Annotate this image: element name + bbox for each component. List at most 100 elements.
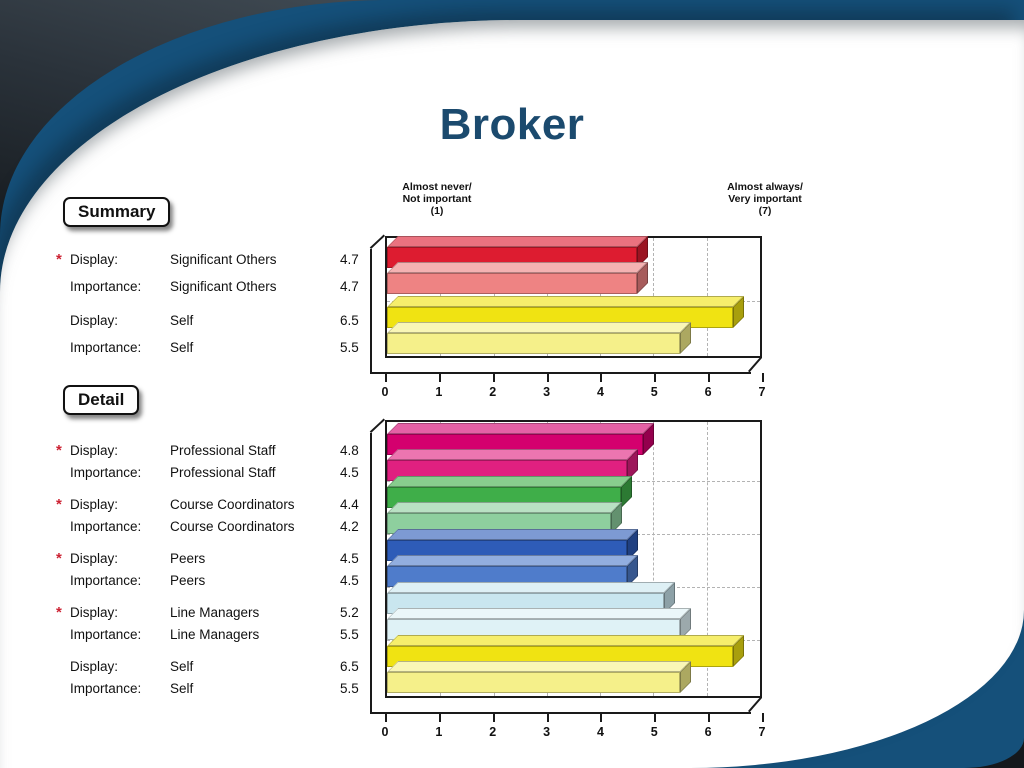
x-axis-tick — [654, 713, 657, 722]
row-rater-name: Course Coordinators — [170, 519, 295, 534]
axis-tick-label: 4 — [596, 725, 604, 739]
bar-top-face — [387, 296, 745, 307]
row-rater-name: Self — [170, 313, 194, 328]
gridline-vertical — [706, 422, 708, 696]
row-value: 4.4 — [340, 497, 359, 512]
summary-button[interactable]: Summary — [63, 197, 171, 227]
bar-top-face — [387, 236, 649, 247]
bar-top-face — [387, 322, 692, 333]
label-row: Importance: Self 5.5 — [56, 678, 382, 700]
axis-tick-label: 6 — [704, 725, 712, 739]
flag-asterisk — [56, 656, 70, 678]
bar-importance-self — [387, 322, 692, 354]
x-axis-tick — [546, 373, 549, 382]
axis-3d-wall — [370, 249, 372, 372]
label-group-line-managers: * Display: Line Managers 5.2 Importance: Line… — [56, 602, 382, 646]
flag-asterisk: * — [56, 496, 62, 513]
row-value: 4.5 — [340, 465, 359, 480]
x-axis-tick — [546, 713, 549, 722]
summary-plot-area — [385, 236, 762, 358]
x-axis-tick — [708, 373, 711, 382]
bar-top-face — [387, 502, 622, 513]
row-label: Importance: — [70, 340, 142, 355]
row-rater-name: Self — [170, 659, 194, 674]
axis-tick-label: 6 — [704, 385, 712, 399]
x-axis-line — [370, 372, 751, 374]
row-rater-name: Line Managers — [170, 605, 260, 620]
row-value: 6.5 — [340, 313, 359, 328]
x-axis-tick — [492, 713, 495, 722]
row-rater-name: Self — [170, 681, 194, 696]
row-label: Importance: — [70, 681, 142, 696]
row-value: 4.7 — [340, 252, 359, 267]
row-rater-name: Line Managers — [170, 627, 260, 642]
scale-header-line: Not important — [402, 193, 472, 205]
label-group-course-coordinators: * Display: Course Coordinators 4.4 Importanc… — [56, 494, 382, 538]
label-group-significant-others: * Display: Significant Others 4.7 Importance… — [56, 246, 382, 300]
axis-tick-label: 1 — [435, 385, 443, 399]
row-value: 5.5 — [340, 627, 359, 642]
bar-importance-peers — [387, 555, 638, 587]
row-rater-name: Professional Staff — [170, 443, 276, 458]
row-label: Importance: — [70, 519, 142, 534]
row-label: Importance: — [70, 279, 142, 294]
label-row: Importance: Peers 4.5 — [56, 570, 382, 592]
axis-tick-label: 1 — [435, 725, 443, 739]
scale-header-right: Almost always/ Very important (7) — [709, 181, 821, 217]
x-axis-tick — [438, 373, 441, 382]
x-axis-tick — [600, 713, 603, 722]
row-value: 4.5 — [340, 573, 359, 588]
gridline-vertical — [653, 422, 655, 696]
bar-importance-significant-others — [387, 262, 649, 294]
flag-asterisk — [56, 624, 70, 646]
x-axis-tick — [492, 373, 495, 382]
axis-tick-label: 3 — [543, 385, 551, 399]
summary-label-table: * Display: Significant Others 4.7 Importance… — [56, 246, 382, 368]
axis-tick-label: 0 — [381, 385, 389, 399]
x-axis-line — [370, 712, 751, 714]
flag-asterisk: * — [56, 604, 62, 621]
x-axis-tick — [708, 713, 711, 722]
flag-asterisk: * — [56, 442, 62, 459]
detail-button[interactable]: Detail — [63, 385, 140, 415]
flag-asterisk: * — [56, 251, 62, 268]
row-value: 4.7 — [340, 279, 359, 294]
detail-chart: 0 1 2 3 4 5 6 7 — [369, 418, 765, 739]
scale-header-line: (1) — [430, 205, 444, 217]
label-row: Display: Self 6.5 — [56, 656, 382, 678]
row-label: Importance: — [70, 627, 142, 642]
bar-top-face — [387, 582, 676, 593]
label-row: Importance: Course Coordinators 4.2 — [56, 516, 382, 538]
axis-tick-label: 4 — [596, 385, 604, 399]
scale-header-line: Very important — [728, 193, 802, 205]
row-rater-name: Peers — [170, 551, 206, 566]
row-label: Display: — [70, 551, 119, 566]
row-label: Display: — [70, 443, 119, 458]
page-title: Broker — [439, 100, 585, 149]
axis-tick-label: 5 — [650, 725, 658, 739]
row-value: 4.8 — [340, 443, 359, 458]
scale-header-left: Almost never/ Not important (1) — [381, 181, 493, 217]
axis-3d-wall — [370, 433, 372, 712]
x-axis-tick — [438, 713, 441, 722]
bar-top-face — [387, 661, 692, 672]
label-row: * Display: Significant Others 4.7 — [56, 246, 382, 273]
row-value: 5.5 — [340, 340, 359, 355]
row-rater-name: Course Coordinators — [170, 497, 295, 512]
bar-top-face — [387, 449, 638, 460]
row-label: Importance: — [70, 573, 142, 588]
row-label: Display: — [70, 605, 119, 620]
x-axis-tick — [385, 373, 387, 382]
bar-top-face — [387, 608, 692, 619]
flag-asterisk — [56, 307, 70, 334]
bar-importance-self — [387, 661, 692, 693]
flag-asterisk — [56, 334, 70, 361]
label-row: Importance: Significant Others 4.7 — [56, 273, 382, 300]
flag-asterisk — [56, 462, 70, 484]
bar-top-face — [387, 476, 633, 487]
label-row: * Display: Line Managers 5.2 — [56, 602, 382, 624]
bar-top-face — [387, 262, 649, 273]
flag-asterisk — [56, 678, 70, 700]
row-label: Display: — [70, 659, 119, 674]
